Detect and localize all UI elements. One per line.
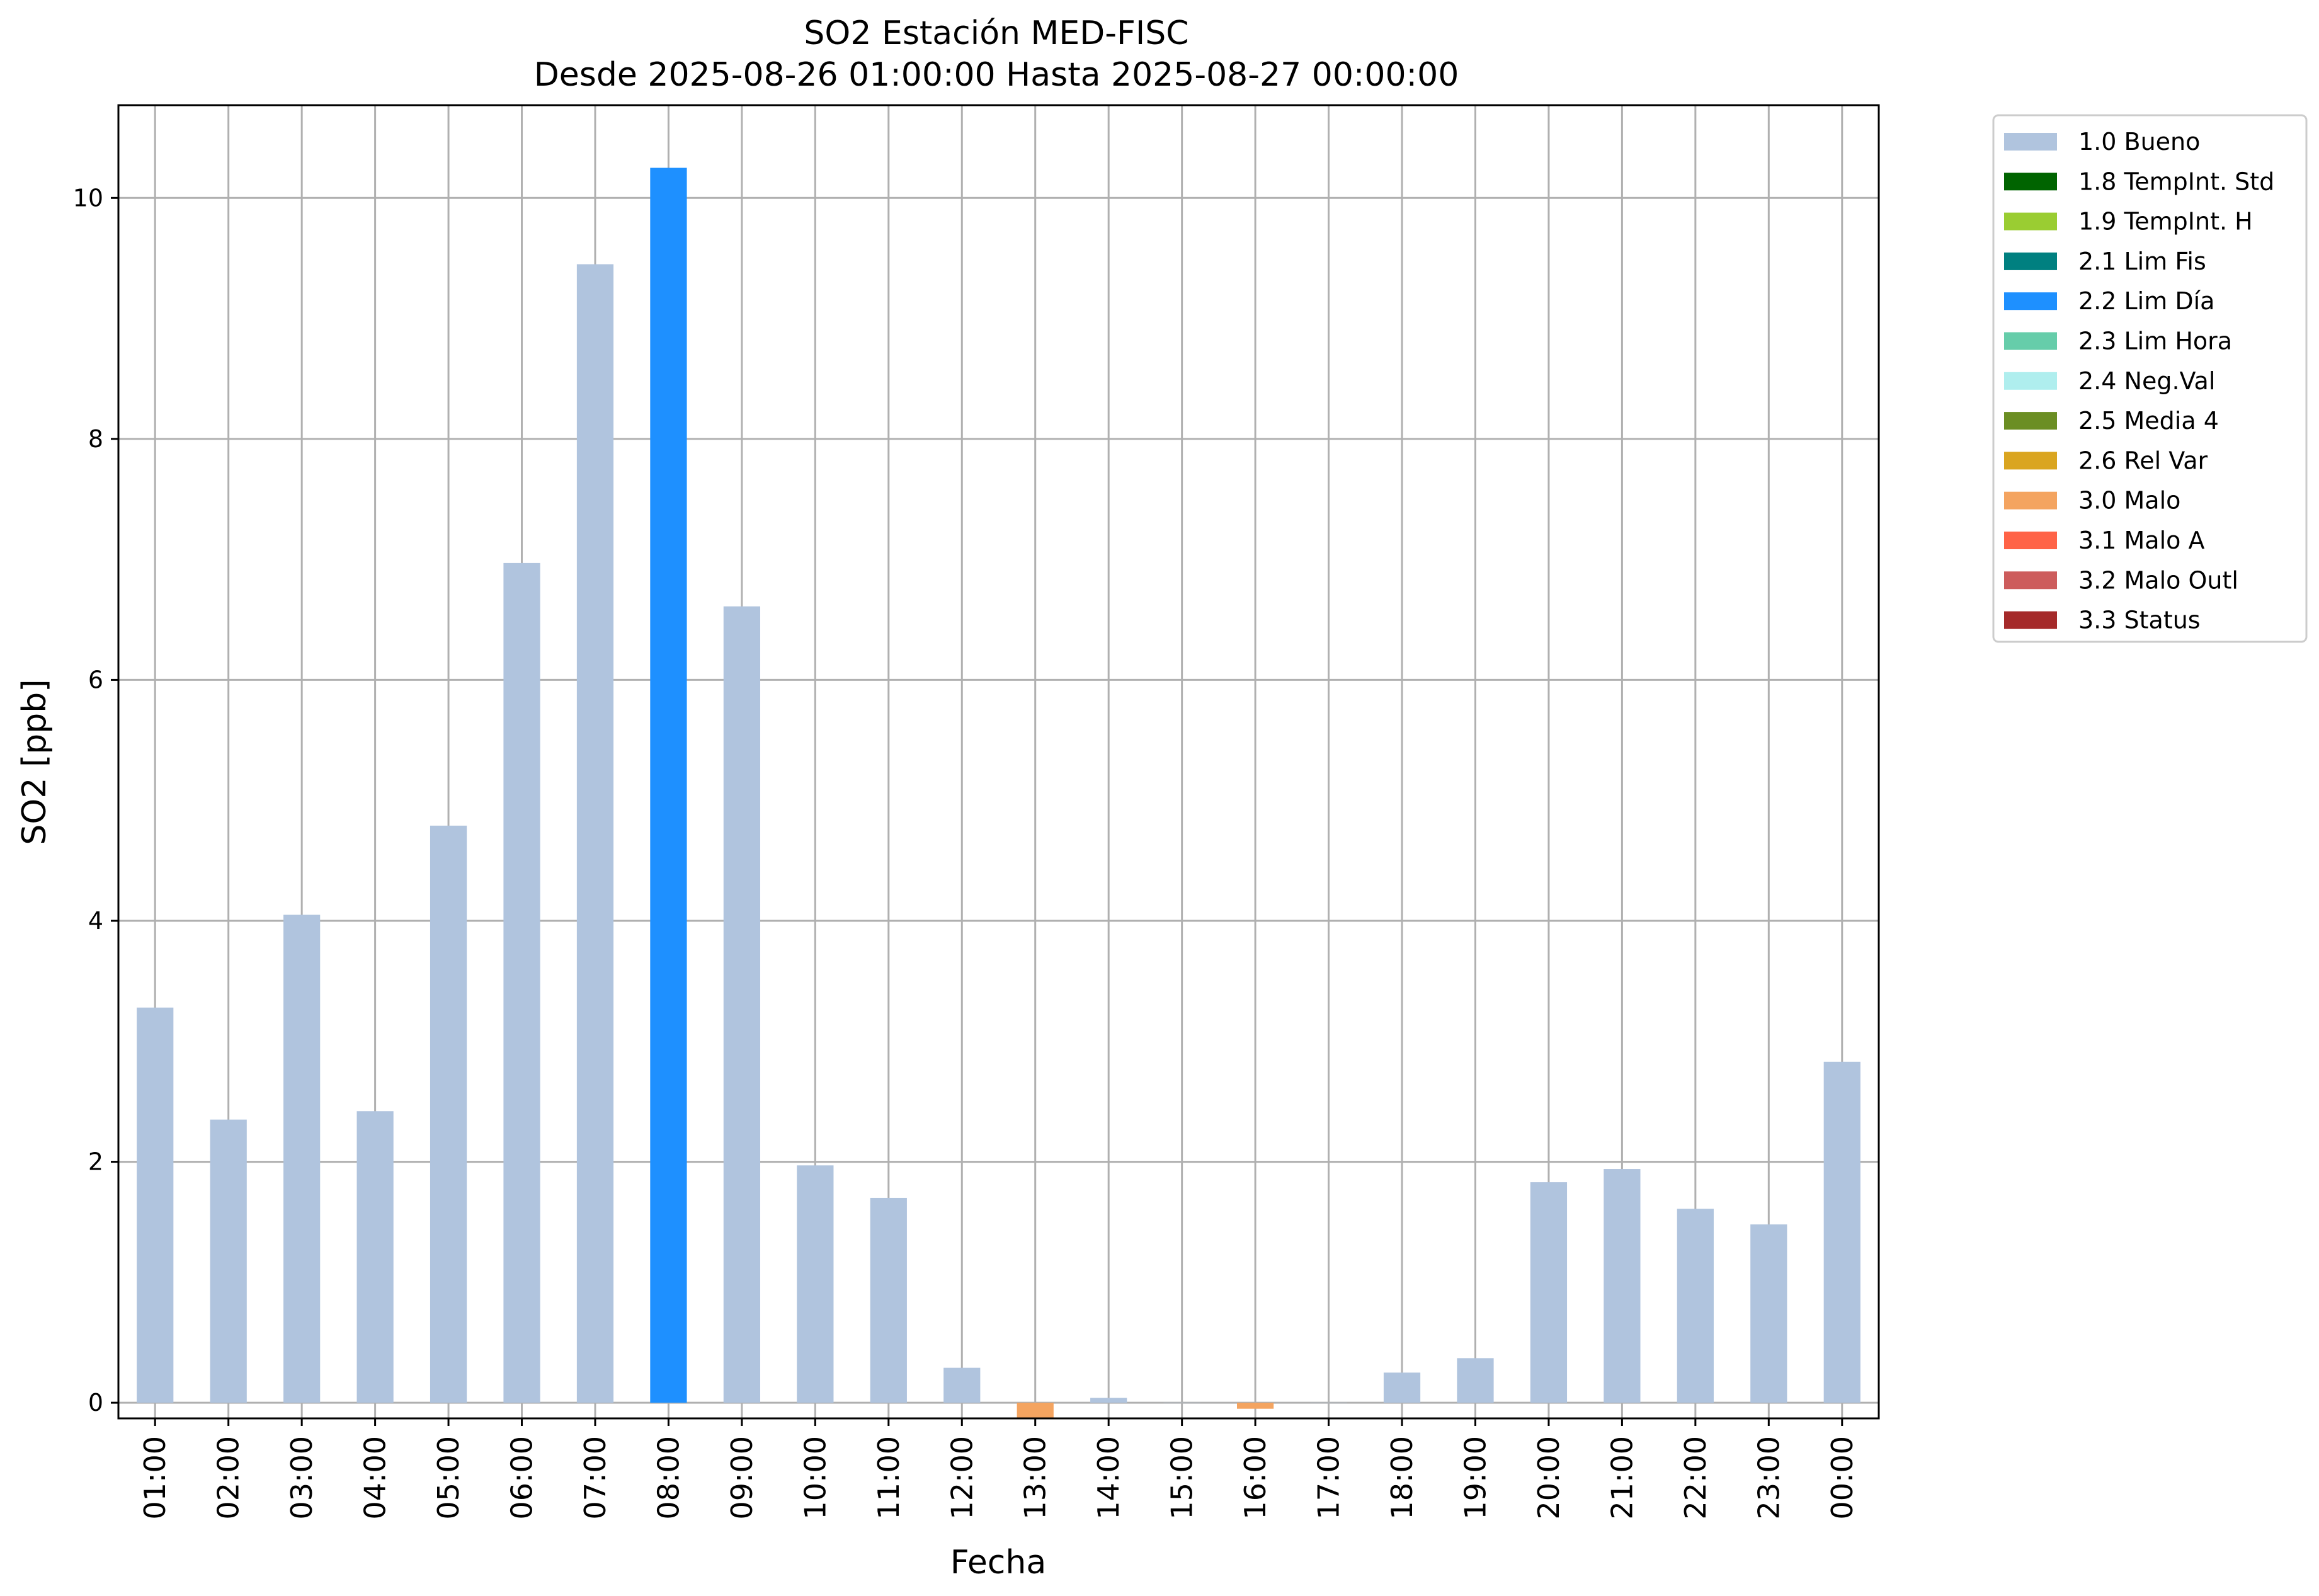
- legend-label: 2.6 Rel Var: [2078, 447, 2208, 474]
- legend-label: 2.1 Lim Fis: [2078, 248, 2206, 275]
- legend-label: 2.3 Lim Hora: [2078, 328, 2232, 355]
- x-tick-label: 18:00: [1385, 1436, 1419, 1520]
- legend-swatch: [2004, 611, 2057, 629]
- legend-label: 1.9 TempInt. H: [2078, 208, 2253, 236]
- legend-swatch: [2004, 173, 2057, 191]
- x-axis-label: Fecha: [950, 1544, 1046, 1582]
- x-tick-label: 16:00: [1238, 1436, 1272, 1520]
- legend-swatch: [2004, 452, 2057, 470]
- bar-0200: [210, 1119, 247, 1403]
- plot-frame: [117, 104, 1880, 1420]
- x-tick-label: 07:00: [578, 1436, 612, 1520]
- y-axis-label: SO2 [ppb]: [16, 679, 54, 845]
- bar-0300: [283, 915, 321, 1403]
- legend-swatch: [2004, 372, 2057, 390]
- x-axis-ticks: 01:00 02:00 03:00 04:00 05:00 06:00 07:00 08:00…: [138, 1418, 1859, 1520]
- bar-0400: [356, 1111, 394, 1403]
- bar-1400: [1090, 1398, 1127, 1403]
- legend-label: 2.4 Neg.Val: [2078, 367, 2215, 395]
- legend-frame: [1992, 114, 2308, 643]
- x-tick-label: 17:00: [1312, 1436, 1346, 1520]
- x-tick-label: 11:00: [872, 1436, 906, 1520]
- x-tick-label: 00:00: [1825, 1436, 1859, 1520]
- x-tick-label: 19:00: [1458, 1436, 1492, 1520]
- legend-label: 3.0 Malo: [2078, 487, 2180, 515]
- bar-0500: [430, 825, 467, 1403]
- y-tick-label: 8: [88, 425, 103, 453]
- legend-swatch: [2004, 133, 2057, 151]
- x-tick-label: 01:00: [138, 1436, 172, 1520]
- x-tick-label: 03:00: [285, 1436, 319, 1520]
- bar-2300: [1750, 1224, 1787, 1403]
- bar-0700: [576, 264, 614, 1403]
- bar-2100: [1604, 1169, 1641, 1403]
- bar-0600: [503, 562, 540, 1403]
- legend-label: 2.2 Lim Día: [2078, 287, 2214, 315]
- chart-title-line-2: Desde 2025-08-26 01:00:00 Hasta 2025-08-…: [534, 56, 1459, 94]
- legend-swatch: [2004, 252, 2057, 270]
- x-tick-label: 09:00: [725, 1436, 759, 1520]
- chart-title-line-1: SO2 Estación MED-FISC: [804, 14, 1188, 52]
- bar-0900: [723, 606, 761, 1403]
- bar-0800: [650, 168, 687, 1403]
- legend-swatch: [2004, 532, 2057, 549]
- bar-1000: [797, 1165, 834, 1403]
- legend-label: 3.1 Malo A: [2078, 527, 2204, 554]
- legend-label: 1.8 TempInt. Std: [2078, 168, 2274, 195]
- x-tick-label: 22:00: [1678, 1436, 1712, 1520]
- x-tick-label: 21:00: [1605, 1436, 1639, 1520]
- x-tick-label: 08:00: [651, 1436, 685, 1520]
- bar-1300: [1017, 1403, 1054, 1418]
- x-tick-label: 10:00: [798, 1436, 832, 1520]
- x-tick-label: 06:00: [505, 1436, 539, 1520]
- x-tick-label: 05:00: [431, 1436, 465, 1520]
- bar-0000: [1823, 1061, 1860, 1403]
- legend-swatch: [2004, 292, 2057, 311]
- bar-1600: [1236, 1403, 1274, 1409]
- y-tick-label: 4: [88, 907, 103, 935]
- y-tick-label: 6: [88, 666, 103, 693]
- x-tick-label: 13:00: [1018, 1436, 1052, 1520]
- legend-swatch: [2004, 571, 2057, 590]
- bars-group: [137, 168, 1860, 1418]
- x-tick-label: 12:00: [945, 1436, 979, 1520]
- x-tick-label: 02:00: [212, 1436, 246, 1520]
- y-axis-ticks: 0 2 4 6 8 10: [73, 184, 118, 1416]
- bar-0100: [137, 1007, 174, 1403]
- bar-1800: [1383, 1372, 1421, 1403]
- y-tick-label: 10: [73, 184, 103, 212]
- legend-swatch: [2004, 212, 2057, 231]
- x-tick-label: 15:00: [1165, 1436, 1199, 1520]
- x-tick-label: 14:00: [1091, 1436, 1125, 1520]
- legend-label: 3.3 Status: [2078, 607, 2201, 634]
- bar-1100: [870, 1197, 907, 1403]
- bar-2000: [1530, 1182, 1568, 1403]
- legend-swatch: [2004, 412, 2057, 430]
- bar-1900: [1457, 1358, 1494, 1403]
- y-tick-label: 2: [88, 1148, 103, 1176]
- x-tick-label: 20:00: [1532, 1436, 1566, 1520]
- legend-swatch: [2004, 491, 2057, 510]
- legend: 1.0 Bueno 1.8 TempInt. Std 1.9 TempInt. H 2…: [1992, 114, 2308, 643]
- legend-label: 2.5 Media 4: [2078, 407, 2219, 435]
- legend-label: 3.2 Malo Outl: [2078, 566, 2238, 594]
- x-tick-label: 04:00: [358, 1436, 392, 1520]
- x-tick-label: 23:00: [1752, 1436, 1786, 1520]
- legend-label: 1.0 Bueno: [2078, 128, 2200, 156]
- legend-swatch: [2004, 332, 2057, 350]
- bar-2200: [1677, 1209, 1714, 1403]
- bar-1200: [943, 1367, 981, 1403]
- y-tick-label: 0: [88, 1389, 103, 1416]
